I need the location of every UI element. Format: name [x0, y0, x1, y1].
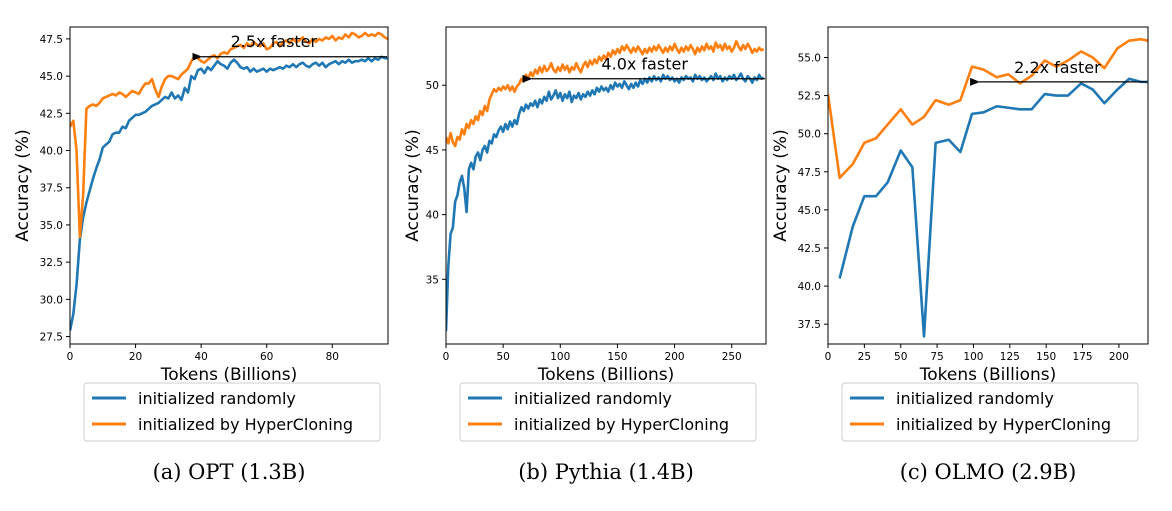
x-tick-label: 100 — [550, 351, 570, 363]
y-tick-label: 27.5 — [40, 332, 63, 344]
plot-frame — [445, 26, 767, 345]
x-axis-label: Tokens (Billions) — [919, 365, 1056, 385]
x-tick-label: 0 — [443, 351, 450, 363]
legend: initialized randomly initialized by Hyper… — [459, 382, 757, 442]
chart-panel-3: 2.2x faster 0 25 50 75 100 125 150 175 200 37.5 40.… — [771, 26, 1149, 484]
y-tick-label: 45.0 — [40, 71, 63, 83]
x-axis-label: Tokens (Billions) — [537, 365, 674, 385]
legend: initialized randomly initialized by Hyper… — [841, 382, 1139, 442]
chart-panel-1: 2.5x faster 0 20 40 60 80 27.5 30.0 32.5 35.0 37.5… — [13, 26, 389, 484]
legend-entry: initialized randomly — [514, 389, 672, 408]
y-tick-label: 37.5 — [40, 183, 63, 195]
x-tick-label: 40 — [194, 351, 207, 363]
x-tick-label: 80 — [326, 351, 339, 363]
series-line-hypercloning — [446, 39, 765, 148]
y-tick-label: 40.0 — [40, 146, 63, 158]
y-tick-label: 47.5 — [798, 167, 821, 179]
legend-entry: initialized randomly — [138, 389, 296, 408]
plot-frame — [69, 26, 389, 345]
x-tick-label: 75 — [930, 351, 943, 363]
series-line-random — [70, 55, 388, 331]
x-tick-label: 175 — [1073, 351, 1093, 363]
x-tick-label: 100 — [963, 351, 983, 363]
y-axis-label: Accuracy (%) — [403, 129, 423, 241]
y-tick-label: 32.5 — [40, 257, 63, 269]
y-axis-label: Accuracy (%) — [771, 129, 791, 241]
y-tick-label: 50.0 — [798, 129, 821, 141]
y-tick-label: 47.5 — [40, 34, 63, 46]
legend-entry: initialized by HyperCloning — [514, 415, 729, 434]
x-tick-label: 50 — [496, 351, 509, 363]
chart-panel-2: 4.0x faster 0 50 100 150 200 250 35 40 45 50 Tokens… — [403, 26, 767, 484]
y-tick-label: 45 — [426, 145, 439, 157]
legend-entry: initialized by HyperCloning — [896, 415, 1111, 434]
series-line-hypercloning — [70, 31, 388, 239]
series-line-random — [446, 72, 765, 332]
x-axis-label: Tokens (Billions) — [160, 365, 297, 385]
speedup-annotation: 2.2x faster — [1014, 58, 1101, 77]
legend-box — [459, 382, 757, 442]
y-tick-label: 45.0 — [798, 205, 821, 217]
legend-box — [83, 382, 381, 442]
plot-frame — [827, 26, 1149, 345]
legend-entry: initialized randomly — [896, 389, 1054, 408]
x-tick-label: 60 — [260, 351, 273, 363]
legend-box — [841, 382, 1139, 442]
y-tick-label: 52.5 — [798, 91, 821, 103]
x-tick-label: 0 — [825, 351, 832, 363]
y-tick-label: 35 — [426, 274, 439, 286]
y-tick-label: 55.0 — [798, 52, 821, 64]
y-axis-label: Accuracy (%) — [13, 129, 33, 241]
x-tick-label: 250 — [722, 351, 742, 363]
y-tick-label: 30.0 — [40, 294, 63, 306]
x-tick-label: 200 — [665, 351, 685, 363]
subfigure-caption: (b) Pythia (1.4B) — [518, 460, 694, 484]
y-tick-label: 37.5 — [798, 319, 821, 331]
x-tick-label: 125 — [1000, 351, 1020, 363]
legend: initialized randomly initialized by Hyper… — [83, 382, 381, 442]
x-tick-label: 200 — [1109, 351, 1129, 363]
speedup-annotation: 2.5x faster — [231, 32, 318, 51]
x-tick-label: 150 — [1036, 351, 1056, 363]
series-line-random — [838, 77, 1148, 338]
y-tick-label: 42.5 — [798, 243, 821, 255]
y-tick-label: 50 — [426, 80, 439, 92]
x-tick-label: 150 — [607, 351, 627, 363]
subfigure-caption: (c) OLMO (2.9B) — [900, 460, 1077, 484]
speedup-annotation: 4.0x faster — [601, 55, 688, 74]
y-tick-label: 35.0 — [40, 220, 63, 232]
x-tick-label: 50 — [894, 351, 907, 363]
series-line-hypercloning — [828, 37, 1148, 180]
y-tick-label: 42.5 — [40, 108, 63, 120]
legend-entry: initialized by HyperCloning — [138, 415, 353, 434]
y-tick-label: 40 — [426, 210, 439, 222]
x-tick-label: 0 — [67, 351, 74, 363]
subfigure-caption: (a) OPT (1.3B) — [153, 460, 306, 484]
x-tick-label: 20 — [129, 351, 142, 363]
y-tick-label: 40.0 — [798, 281, 821, 293]
x-tick-label: 25 — [858, 351, 871, 363]
